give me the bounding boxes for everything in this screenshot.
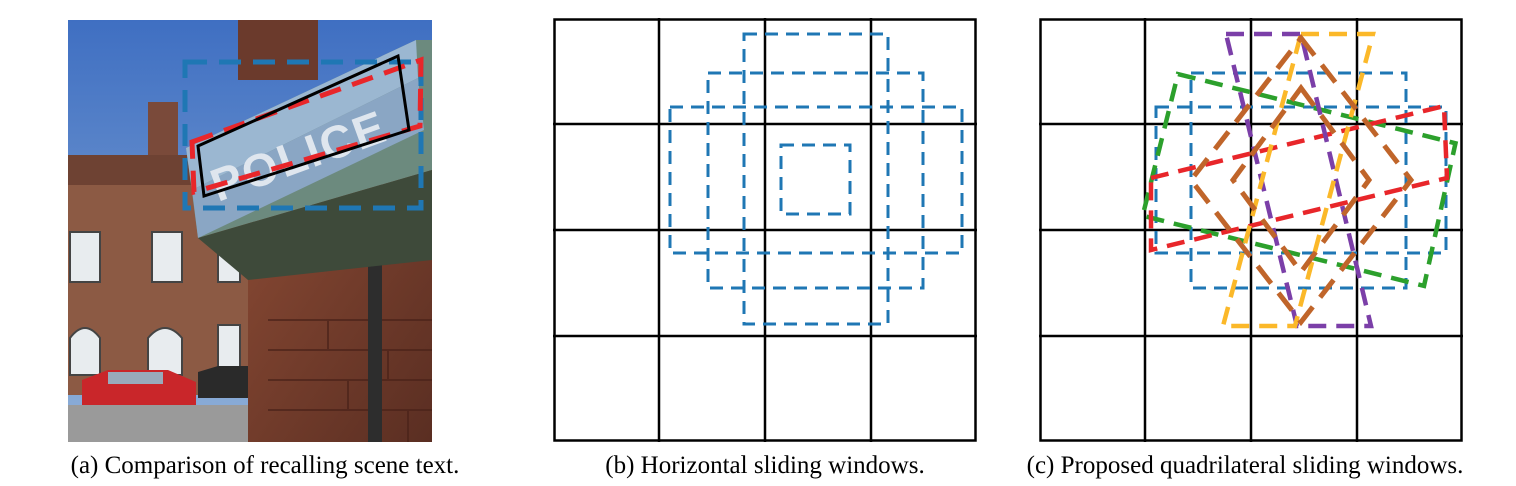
orange-quadrilateral-window — [1220, 31, 1376, 329]
horizontal-sliding-windows-diagram — [553, 18, 977, 442]
horizontal-box — [182, 59, 424, 211]
caption-a: (a) Comparison of recalling scene text. — [70, 452, 460, 479]
brown-diamond-window-outer — [1187, 33, 1415, 327]
road — [68, 405, 268, 442]
lamp-pole — [368, 240, 382, 442]
panel-a-photo: POLICE — [68, 20, 432, 442]
brick-lines — [268, 319, 432, 442]
green-quadrilateral-window — [1139, 71, 1459, 289]
building-windows — [69, 231, 241, 376]
grid — [1039, 18, 1463, 442]
caption-b: (b) Horizontal sliding windows. — [605, 452, 925, 479]
quadrilateral-sliding-windows-diagram — [1039, 18, 1463, 442]
chimney-left — [148, 102, 178, 162]
window-square — [706, 71, 925, 290]
ground-truth-box — [196, 53, 411, 198]
window-wide — [668, 105, 964, 255]
red-quadrilateral-box — [189, 56, 424, 196]
window-small — [779, 143, 852, 216]
scene-text-photo: POLICE — [68, 20, 432, 442]
panel-c-quadrilateral-windows — [1039, 18, 1463, 442]
chimney — [238, 20, 318, 80]
red-quadrilateral-window — [1148, 103, 1450, 253]
brown-diamond-window-inner — [1229, 83, 1373, 277]
horizontal-windows — [668, 32, 964, 326]
grid — [553, 18, 977, 442]
caption-c: (c) Proposed quadrilateral sliding windo… — [1026, 452, 1464, 479]
window-tall — [742, 32, 890, 326]
purple-quadrilateral-window — [1223, 31, 1374, 329]
panel-b-horizontal-windows — [553, 18, 977, 442]
